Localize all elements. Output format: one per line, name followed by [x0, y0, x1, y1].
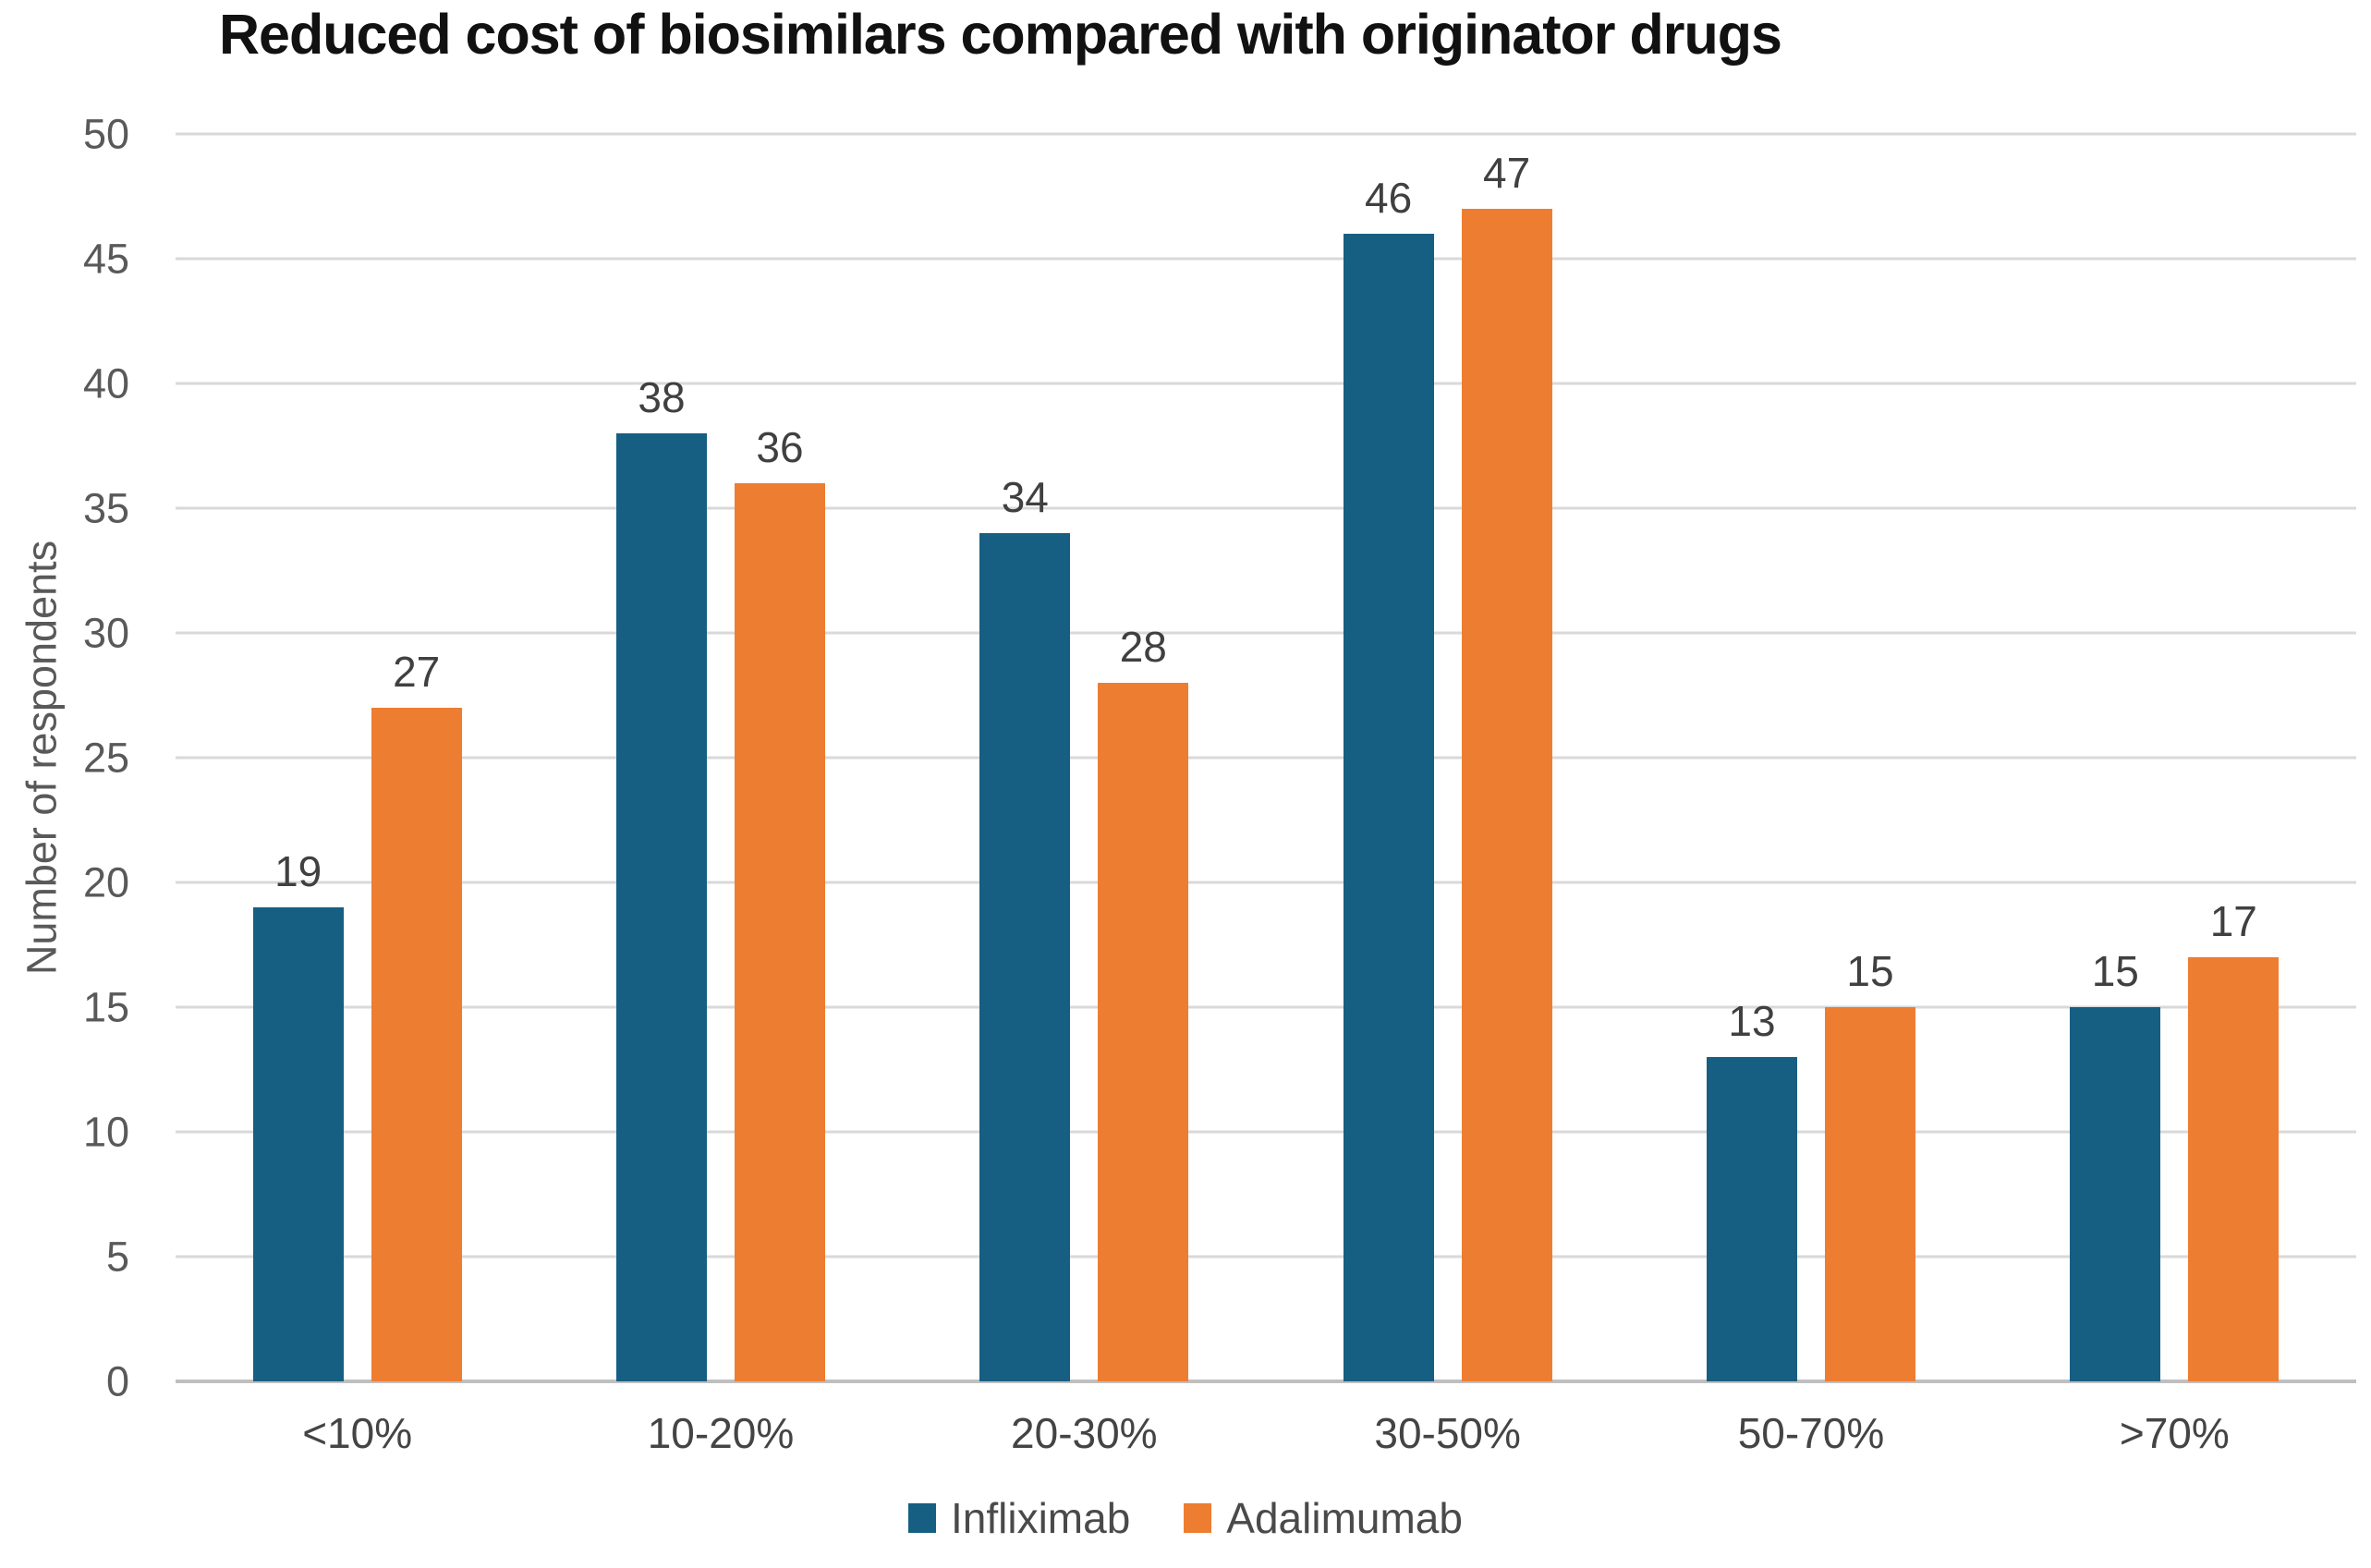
legend: Infliximab Adalimumab — [0, 1497, 2371, 1539]
bar-value-label: 46 — [1365, 174, 1413, 222]
bar-infliximab: 34 — [979, 476, 1071, 1381]
y-tick-label: 20 — [82, 858, 129, 906]
legend-label: Infliximab — [951, 1494, 1131, 1542]
gridline — [176, 756, 2356, 760]
y-tick-label: 0 — [105, 1357, 129, 1405]
x-axis-line — [176, 1380, 2356, 1383]
bar-value-label: 47 — [1483, 149, 1531, 197]
x-tick-label: 10-20% — [647, 1409, 795, 1457]
x-tick-label: >70% — [2119, 1409, 2230, 1457]
bar-value-label: 27 — [393, 648, 441, 696]
bar-group: 15 17 — [1993, 134, 2356, 1381]
legend-label: Adalimumab — [1226, 1494, 1463, 1542]
y-tick-label: 35 — [82, 484, 129, 532]
gridline — [176, 631, 2356, 635]
bar-group: 46 47 — [1266, 134, 1629, 1381]
gridline — [176, 1005, 2356, 1009]
bar-value-label: 38 — [638, 373, 686, 421]
gridline — [176, 881, 2356, 884]
bar-infliximab: 46 — [1343, 176, 1434, 1381]
x-tick-label: 20-30% — [1011, 1409, 1158, 1457]
bar-group: 34 28 — [903, 134, 1266, 1381]
bar-value-label: 13 — [1728, 997, 1776, 1045]
bar-value-label: 15 — [2091, 947, 2139, 995]
bar-value-label: 36 — [756, 423, 804, 471]
legend-item-adalimumab: Adalimumab — [1184, 1497, 1463, 1539]
gridline — [176, 1130, 2356, 1134]
y-axis-ticks: 0 5 10 15 20 25 30 35 40 45 50 — [28, 114, 129, 1403]
y-tick-label: 25 — [82, 734, 129, 782]
legend-item-infliximab: Infliximab — [908, 1497, 1130, 1539]
y-tick-label: 40 — [82, 359, 129, 407]
x-tick-label: 50-70% — [1737, 1409, 1885, 1457]
plot-area: 19 27 38 36 34 28 46 47 13 15 15 17 — [176, 132, 2356, 1383]
y-tick-label: 10 — [82, 1108, 129, 1156]
gridline — [176, 132, 2356, 136]
y-tick-label: 5 — [105, 1233, 129, 1281]
y-tick-label: 45 — [82, 235, 129, 283]
bar-infliximab: 13 — [1706, 1000, 1797, 1381]
bar-adalimumab: 15 — [1824, 950, 1915, 1381]
gridline — [176, 382, 2356, 385]
x-axis-labels: <10% 10-20% 20-30% 30-50% 50-70% >70% — [176, 1412, 2356, 1454]
bar-value-label: 17 — [2209, 897, 2257, 945]
x-tick-label: 30-50% — [1374, 1409, 1521, 1457]
y-tick-label: 30 — [82, 609, 129, 657]
legend-swatch-adalimumab — [1184, 1503, 1212, 1533]
bar-adalimumab: 27 — [371, 650, 462, 1381]
bar-adalimumab: 28 — [1098, 626, 1189, 1381]
bar-value-label: 19 — [274, 847, 322, 895]
gridline — [176, 257, 2356, 261]
y-tick-label: 15 — [82, 983, 129, 1031]
bar-adalimumab: 36 — [734, 426, 825, 1381]
gridline — [176, 1255, 2356, 1258]
bar-group: 13 15 — [1629, 134, 1992, 1381]
bar-groups: 19 27 38 36 34 28 46 47 13 15 15 17 — [176, 134, 2356, 1381]
bar-value-label: 28 — [1119, 623, 1167, 671]
bar-infliximab: 15 — [2070, 950, 2161, 1381]
bar-group: 19 27 — [176, 134, 539, 1381]
gridline — [176, 506, 2356, 510]
x-tick-label: <10% — [302, 1409, 413, 1457]
chart-title: Reduced cost of biosimilars compared wit… — [219, 3, 1782, 66]
bar-value-label: 15 — [1846, 947, 1894, 995]
bar-adalimumab: 17 — [2188, 900, 2280, 1381]
bar-value-label: 34 — [1001, 473, 1049, 521]
bar-infliximab: 19 — [252, 850, 344, 1381]
bar-adalimumab: 47 — [1461, 152, 1552, 1381]
legend-swatch-infliximab — [908, 1503, 936, 1533]
bar-group: 38 36 — [539, 134, 902, 1381]
y-tick-label: 50 — [82, 110, 129, 158]
bar-infliximab: 38 — [615, 376, 707, 1381]
